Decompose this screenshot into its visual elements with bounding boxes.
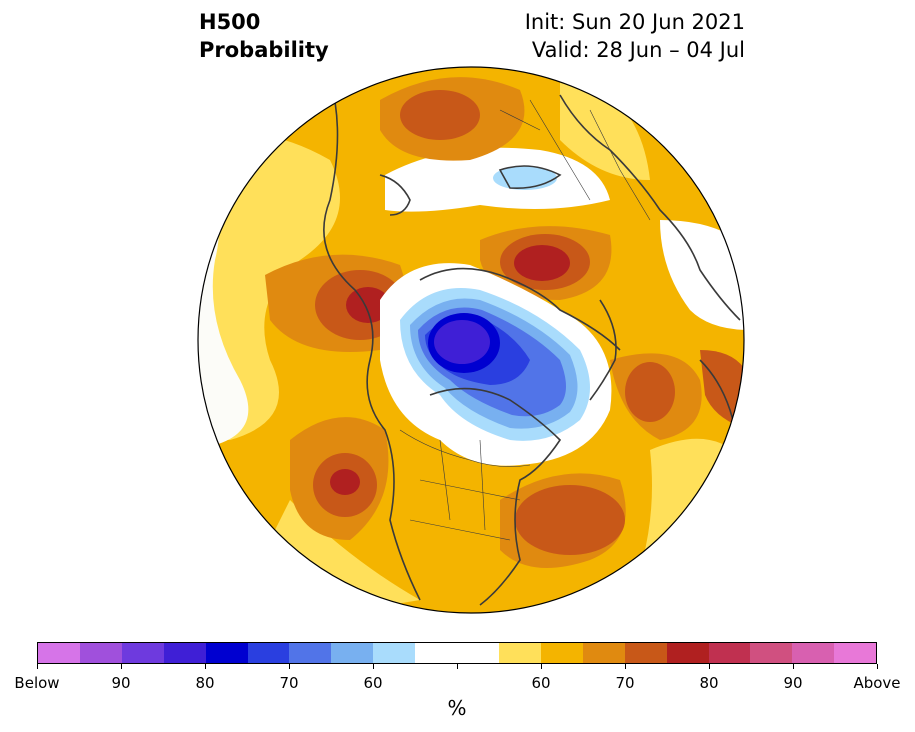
colorbar-swatch — [247, 643, 290, 663]
probability-map — [197, 66, 745, 614]
colorbar-tick — [121, 664, 122, 669]
colorbar-tick — [457, 664, 458, 669]
colorbar-tick-label: 90 — [111, 674, 131, 692]
colorbar-swatch — [163, 643, 206, 663]
colorbar-tick-label: 60 — [531, 674, 551, 692]
colorbar-tick — [793, 664, 794, 669]
field-red-central — [514, 245, 570, 281]
colorbar-swatch — [205, 643, 248, 663]
colorbar-swatch — [457, 643, 499, 663]
colorbar-tick-label: Below — [14, 674, 60, 692]
field-light-yellow-northeast — [560, 70, 650, 180]
field-red-southwest — [330, 469, 360, 495]
colorbar-tick-label: 80 — [195, 674, 215, 692]
colorbar-swatch — [834, 643, 877, 663]
colorbar-tick — [205, 664, 206, 669]
map-title: H500 Probability — [199, 8, 329, 64]
colorbar-tick — [37, 664, 38, 669]
colorbar-swatch — [38, 643, 80, 663]
colorbar-swatch — [331, 643, 374, 663]
field-red-west — [346, 287, 390, 323]
colorbar-tick — [877, 664, 878, 669]
colorbar-tick-label: 70 — [615, 674, 635, 692]
colorbar-swatch — [121, 643, 164, 663]
colorbar-swatch — [79, 643, 122, 663]
borders — [399, 99, 651, 541]
field-darkorange-southeast — [515, 485, 625, 555]
colorbar-tick-label: 90 — [783, 674, 803, 692]
title-line-2: Probability — [199, 38, 329, 62]
colorbar-swatch — [415, 643, 458, 663]
colorbar — [37, 642, 877, 664]
valid-range: Valid: 28 Jun – 04 Jul — [531, 38, 745, 62]
title-line-1: H500 — [199, 10, 261, 34]
colorbar-swatch — [498, 643, 541, 663]
colorbar-swatch — [708, 643, 751, 663]
map-boundary — [197, 66, 745, 614]
colorbar-tick — [373, 664, 374, 669]
coastlines — [323, 79, 741, 606]
colorbar-tick-label: 80 — [699, 674, 719, 692]
colorbar-tick — [709, 664, 710, 669]
colorbar-swatch — [750, 643, 793, 663]
colorbar-tick-label: Above — [853, 674, 901, 692]
colorbar-tick-label: 60 — [363, 674, 383, 692]
colorbar-tick-label: 70 — [279, 674, 299, 692]
colorbar-tick — [541, 664, 542, 669]
colorbar-unit: % — [447, 696, 467, 720]
colorbar-swatch — [792, 643, 835, 663]
colorbar-swatch — [373, 643, 416, 663]
colorbar-swatch — [624, 643, 667, 663]
colorbar-swatch — [666, 643, 709, 663]
field-blue-6 — [434, 320, 490, 364]
colorbar-swatch — [540, 643, 583, 663]
run-info: Init: Sun 20 Jun 2021 Valid: 28 Jun – 04… — [525, 8, 745, 64]
colorbar-swatch — [582, 643, 625, 663]
colorbar-tick — [289, 664, 290, 669]
colorbar-swatch — [289, 643, 332, 663]
field-red-north — [400, 90, 480, 140]
field-darkorange-east — [625, 362, 675, 422]
colorbar-tick — [625, 664, 626, 669]
init-date: Init: Sun 20 Jun 2021 — [524, 10, 745, 34]
